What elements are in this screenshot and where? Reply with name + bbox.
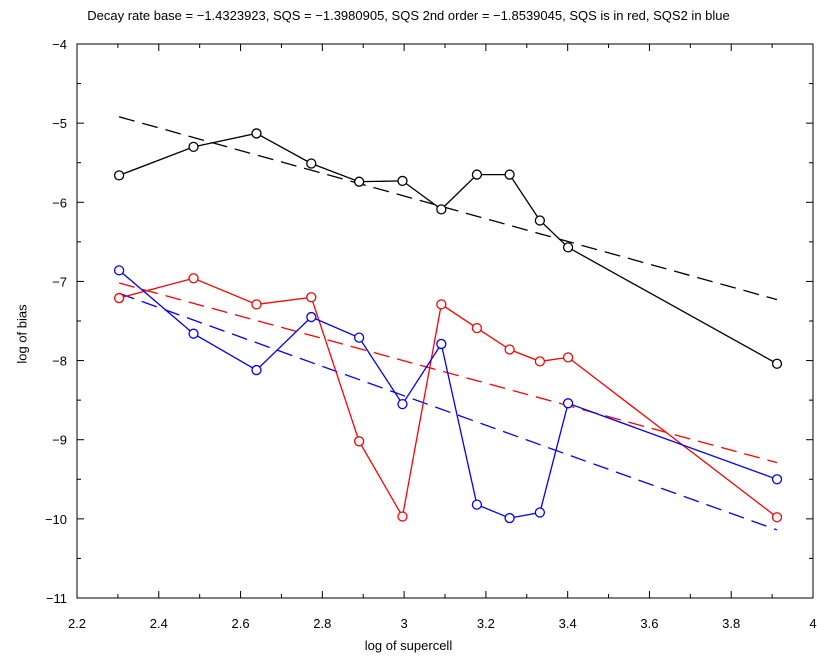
data-point [534,215,546,226]
data-point [306,292,317,303]
y-tick-label: −10 [45,512,67,527]
data-point [436,299,447,310]
data-point [504,169,515,180]
data-point [471,499,483,510]
y-tick-label: −11 [46,591,67,606]
data-point [471,322,483,334]
data-point [562,242,574,253]
data-point [562,398,574,409]
data-point [113,170,125,181]
data-point [306,158,317,169]
data-point [771,358,783,369]
y-tick-label: −5 [52,116,67,131]
x-tick-label: 3.8 [722,616,740,631]
data-point [251,128,262,139]
y-tick-label: −6 [52,195,67,210]
data-point [353,176,365,187]
y-axis-label: log of bias [14,304,30,364]
x-tick-label: 3.6 [640,616,658,631]
data-point [353,436,365,447]
data-point [188,273,199,284]
x-tick-label: 2.4 [150,616,168,631]
data-point [534,356,546,367]
y-tick-label: −7 [52,274,67,289]
data-point [353,332,365,343]
fit-line [118,116,778,301]
x-tick-label: 2.8 [313,616,331,631]
x-tick-label: 3.4 [559,616,577,631]
data-point [113,292,125,304]
data-point [188,328,199,339]
series-line [118,132,778,365]
x-tick-label: 2.2 [68,616,86,631]
data-point [504,512,515,524]
series-line [118,269,778,519]
data-point [397,511,408,522]
data-point [251,364,262,376]
x-axis-label: log of supercell [364,638,453,653]
data-point [113,265,125,276]
data-point [771,474,783,485]
data-point [771,512,783,523]
x-tick-label: 3.2 [477,616,495,631]
y-tick-label: −9 [52,433,67,448]
data-point [397,398,408,410]
series-line [118,277,778,519]
data-point [534,507,546,518]
data-point [562,352,574,363]
y-tick-label: −8 [52,354,67,369]
data-point [306,311,317,323]
plot-frame [76,43,814,599]
fit-line [118,292,778,531]
chart-title: Decay rate base = −1.4323923, SQS = −1.3… [87,8,730,23]
data-point [504,344,515,355]
data-point [436,204,447,215]
x-tick-label: 4 [809,616,816,631]
x-tick-label: 2.6 [232,616,250,631]
y-tick-label: −4 [52,37,67,52]
data-point [188,141,199,153]
data-point [471,169,483,180]
data-point [251,299,262,310]
x-tick-label: 3 [400,616,407,631]
data-point [397,175,408,187]
data-point [436,338,447,350]
